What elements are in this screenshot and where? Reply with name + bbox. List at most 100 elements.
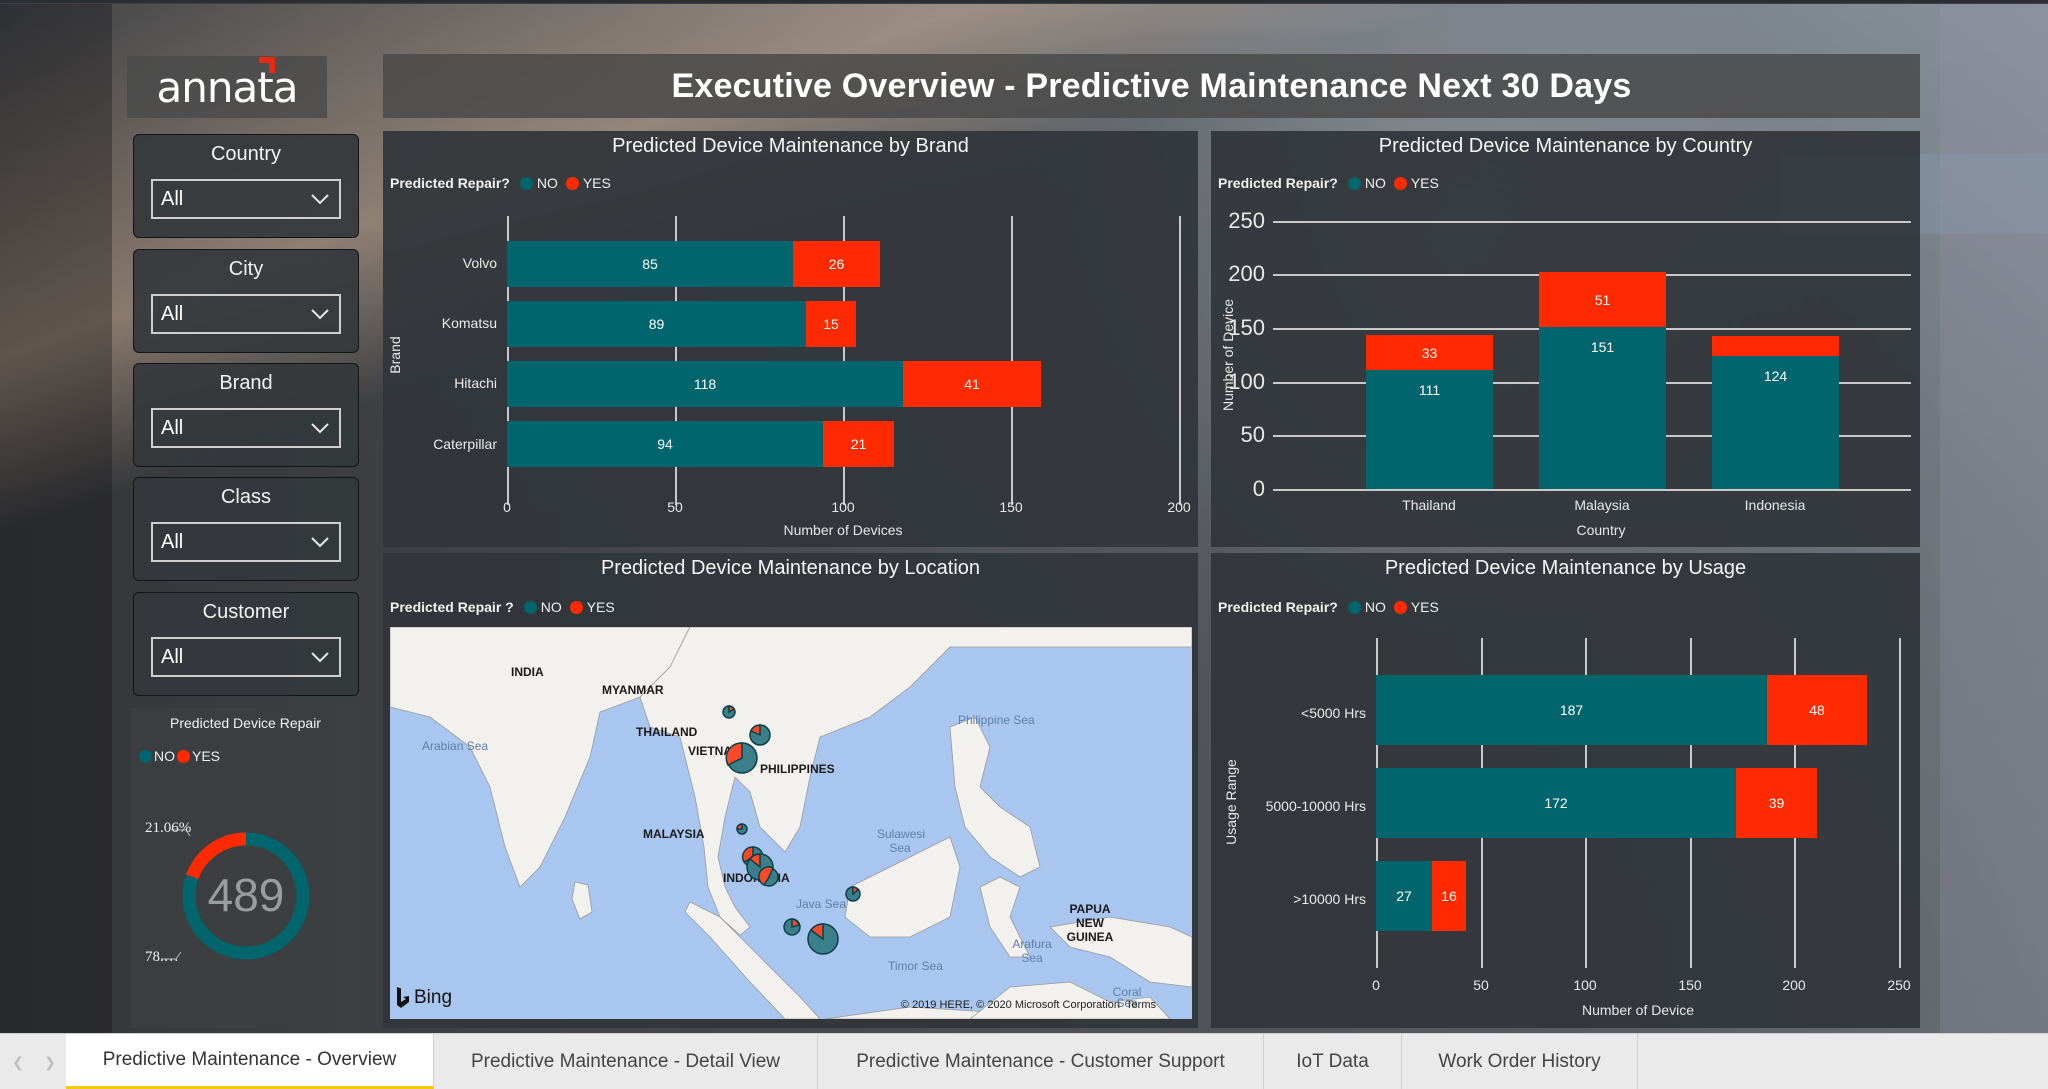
tab-customer-support[interactable]: Predictive Maintenance - Customer Suppor… xyxy=(818,1034,1264,1089)
slicer-class: Class All xyxy=(133,477,359,581)
bar-volvo-no[interactable]: 85 xyxy=(507,241,793,287)
gridline xyxy=(1273,221,1911,223)
chart-legend: Predicted Repair ? NO YES xyxy=(390,599,615,615)
x-tick: 100 xyxy=(831,499,855,515)
bar-lt5000-no[interactable]: 187 xyxy=(1376,675,1767,745)
category-label: 5000-10000 Hrs xyxy=(1265,798,1366,814)
y-tick: 200 xyxy=(1228,261,1265,286)
donut-title: Predicted Device Repair xyxy=(170,715,321,731)
legend-yes-dot-icon xyxy=(177,749,190,763)
bar-thailand-no[interactable]: 111 xyxy=(1366,370,1493,489)
bar-volvo-yes[interactable]: 26 xyxy=(793,241,880,287)
brand-dropdown[interactable]: All xyxy=(151,408,341,448)
legend-no-dot-icon xyxy=(139,749,152,763)
bar-gt10000-yes[interactable]: 16 xyxy=(1432,861,1466,931)
chevron-down-icon xyxy=(311,652,329,663)
tab-overview[interactable]: Predictive Maintenance - Overview xyxy=(66,1034,434,1089)
gridline xyxy=(1273,489,1911,491)
x-tick: 200 xyxy=(1782,977,1806,993)
map-terms-link[interactable]: Terms xyxy=(1126,999,1156,1011)
customer-dropdown[interactable]: All xyxy=(151,637,341,677)
x-axis-label: Number of Devices xyxy=(783,522,903,538)
gridline xyxy=(507,216,509,505)
bar-komatsu-no[interactable]: 89 xyxy=(507,301,806,347)
legend-no-dot-icon xyxy=(1347,176,1361,190)
y-axis-label: Brand xyxy=(387,336,403,374)
gridline xyxy=(1179,216,1181,505)
category-label: Hitachi xyxy=(454,375,497,391)
map-sea-coral: Coral Sea xyxy=(1112,985,1142,1010)
bar-indonesia-no[interactable]: 124 xyxy=(1712,356,1839,489)
bar-5000-10000-yes[interactable]: 39 xyxy=(1736,768,1817,838)
tab-detail-view[interactable]: Predictive Maintenance - Detail View xyxy=(434,1034,818,1089)
dropdown-value: All xyxy=(161,416,184,439)
category-label: Komatsu xyxy=(441,315,497,331)
y-axis-label: Usage Range xyxy=(1223,759,1239,845)
gridline xyxy=(1899,638,1901,968)
bar-indonesia-yes[interactable] xyxy=(1712,336,1839,356)
country-chart-panel: Predicted Device Maintenance by Country … xyxy=(1211,131,1920,547)
map-label-png: PAPUA NEW GUINEA xyxy=(1066,902,1114,944)
slicer-label: Customer xyxy=(202,601,290,623)
slicer-label: Class xyxy=(220,486,271,508)
map-sea-timor: Timor Sea xyxy=(888,959,943,973)
city-dropdown[interactable]: All xyxy=(151,294,341,334)
map-sea-arafura: Arafura Sea xyxy=(1012,937,1052,965)
country-dropdown[interactable]: All xyxy=(151,179,341,219)
bing-icon xyxy=(397,987,409,1008)
dropdown-value: All xyxy=(161,645,184,668)
map-panel: Predicted Device Maintenance by Location… xyxy=(383,553,1198,1028)
tab-scroll-right-icon[interactable]: ❯ xyxy=(44,1053,56,1070)
x-tick: 50 xyxy=(667,499,683,515)
class-dropdown[interactable]: All xyxy=(151,522,341,562)
donut-chart[interactable] xyxy=(131,708,360,1028)
map-sea-philippine: Philippine Sea xyxy=(958,713,1035,727)
page-title: Executive Overview - Predictive Maintena… xyxy=(671,66,1632,105)
page-tab-bar: ❮ ❯ Predictive Maintenance - Overview Pr… xyxy=(0,1033,2048,1089)
x-tick: 50 xyxy=(1473,977,1489,993)
legend-no-dot-icon xyxy=(1347,600,1361,614)
legend-yes-dot-icon xyxy=(1393,176,1407,190)
tab-scroll-left-icon[interactable]: ❮ xyxy=(12,1053,24,1070)
slicer-country: Country All xyxy=(133,134,359,238)
chart-title: Predicted Device Maintenance by Brand xyxy=(612,135,969,157)
bing-map[interactable]: INDIA MYANMAR THAILAND VIETNAM PHILIPPIN… xyxy=(390,627,1192,1019)
category-label: <5000 Hrs xyxy=(1301,705,1366,721)
bar-gt10000-no[interactable]: 27 xyxy=(1376,861,1432,931)
usage-chart-panel: Predicted Device Maintenance by Usage Pr… xyxy=(1211,553,1920,1028)
map-label-india: INDIA xyxy=(511,665,544,679)
bar-hitachi-yes[interactable]: 41 xyxy=(903,361,1041,407)
annata-logo: annata xyxy=(157,56,298,112)
chevron-down-icon xyxy=(311,423,329,434)
bar-lt5000-yes[interactable]: 48 xyxy=(1767,675,1867,745)
bar-malaysia-no[interactable]: 151 xyxy=(1539,327,1666,489)
map-sea-java: Java Sea xyxy=(796,897,847,911)
bar-5000-10000-no[interactable]: 172 xyxy=(1376,768,1736,838)
bar-caterpillar-yes[interactable]: 21 xyxy=(823,421,894,467)
y-tick: 50 xyxy=(1240,422,1265,447)
dropdown-value: All xyxy=(161,530,184,553)
x-tick: Thailand xyxy=(1402,497,1456,513)
map-copyright: © 2019 HERE, © 2020 Microsoft Corporatio… xyxy=(900,999,1120,1011)
map-pie-markers[interactable] xyxy=(390,627,1192,1019)
dropdown-value: All xyxy=(161,187,184,210)
bar-caterpillar-no[interactable]: 94 xyxy=(507,421,823,467)
chart-title: Predicted Device Maintenance by Country xyxy=(1378,135,1753,157)
legend-no-dot-icon xyxy=(523,600,537,614)
bar-thailand-yes[interactable]: 33 xyxy=(1366,335,1493,370)
category-label: >10000 Hrs xyxy=(1293,891,1366,907)
map-sea-sulawesi: Sulawesi Sea xyxy=(877,827,926,855)
chevron-down-icon xyxy=(311,537,329,548)
bar-komatsu-yes[interactable]: 15 xyxy=(806,301,856,347)
map-label-myanmar: MYANMAR xyxy=(602,683,664,697)
slicer-label: Brand xyxy=(219,372,273,394)
tab-iot-data[interactable]: IoT Data xyxy=(1264,1034,1402,1089)
slicer-city: City All xyxy=(133,249,359,353)
x-axis-label: Country xyxy=(1576,522,1626,538)
x-tick: 0 xyxy=(503,499,511,515)
bar-hitachi-no[interactable]: 118 xyxy=(507,361,903,407)
chart-title: Predicted Device Maintenance by Location xyxy=(600,557,981,579)
bar-malaysia-yes[interactable]: 51 xyxy=(1539,272,1666,327)
tab-work-order-history[interactable]: Work Order History xyxy=(1402,1034,1638,1089)
chevron-down-icon xyxy=(311,309,329,320)
